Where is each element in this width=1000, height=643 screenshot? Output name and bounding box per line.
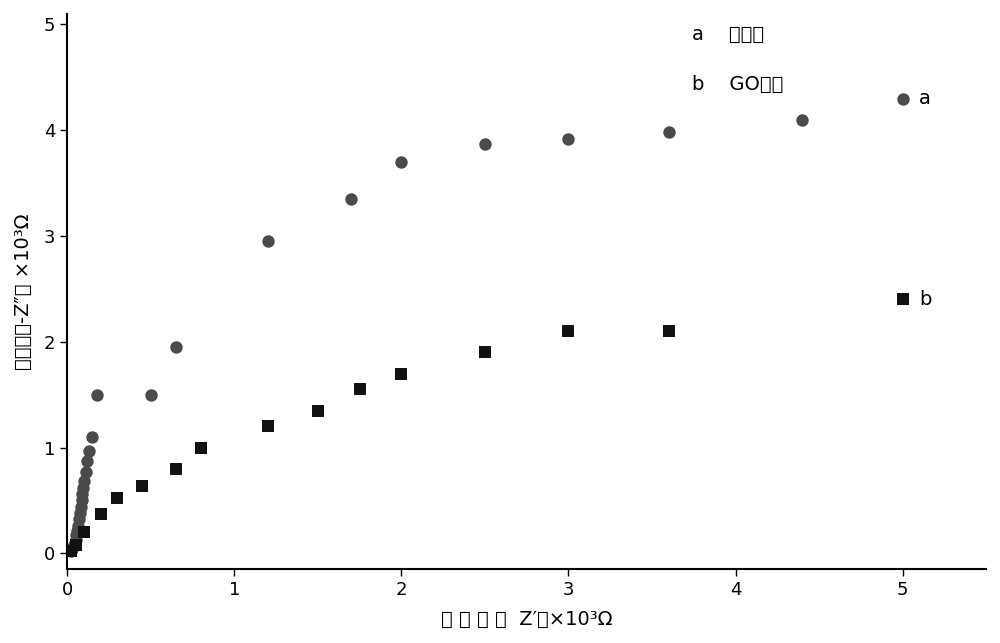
Point [477, 347, 493, 358]
Point [393, 368, 409, 379]
Point [65, 542, 81, 552]
Point [84, 432, 100, 442]
Point [75, 483, 91, 493]
Point [68, 530, 84, 541]
Point [343, 194, 359, 204]
Point [895, 93, 911, 104]
Point [81, 446, 97, 456]
Point [193, 442, 209, 453]
Text: b    GO电极: b GO电极 [692, 75, 783, 94]
Point [352, 385, 368, 395]
Point [560, 134, 576, 144]
Point [63, 545, 79, 556]
Point [70, 521, 86, 531]
Point [69, 526, 85, 536]
Point [393, 157, 409, 167]
Point [73, 502, 89, 512]
Point [560, 326, 576, 336]
Point [76, 527, 92, 538]
Point [68, 534, 84, 545]
Point [794, 114, 810, 125]
Text: b: b [919, 290, 932, 309]
Point [64, 544, 80, 554]
Point [661, 127, 677, 138]
Point [78, 467, 94, 477]
Point [143, 390, 159, 400]
Point [63, 545, 79, 556]
Point [66, 539, 82, 550]
Point [71, 514, 87, 525]
Point [661, 326, 677, 336]
X-axis label: 阻 抗 实 部  Z′／×10³Ω: 阻 抗 实 部 Z′／×10³Ω [441, 610, 612, 629]
Point [260, 236, 276, 246]
Point [168, 342, 184, 352]
Point [89, 390, 105, 400]
Point [79, 456, 95, 466]
Point [109, 493, 125, 503]
Text: a: a [919, 89, 931, 108]
Point [67, 538, 83, 548]
Point [76, 476, 92, 487]
Point [68, 539, 84, 550]
Point [260, 421, 276, 431]
Point [477, 139, 493, 149]
Point [93, 509, 109, 520]
Point [310, 405, 326, 415]
Y-axis label: 阻抗虹部-Z″／ ×10³Ω: 阻抗虹部-Z″／ ×10³Ω [14, 213, 33, 370]
Point [72, 508, 88, 518]
Text: a    裸电极: a 裸电极 [692, 25, 764, 44]
Point [74, 489, 90, 499]
Point [168, 464, 184, 474]
Point [895, 294, 911, 305]
Point [134, 480, 150, 491]
Point [74, 495, 90, 505]
Point [63, 546, 79, 556]
